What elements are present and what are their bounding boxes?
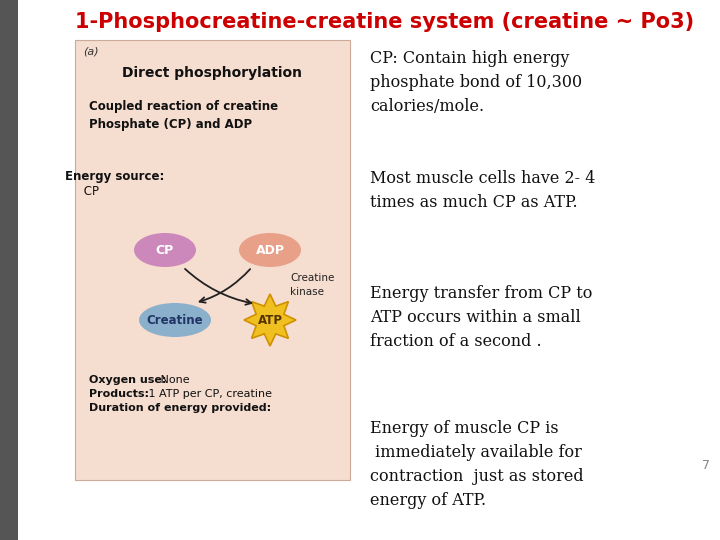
Text: None: None <box>157 375 189 385</box>
Text: 7: 7 <box>702 459 710 472</box>
Text: Creatine: Creatine <box>147 314 203 327</box>
Ellipse shape <box>134 233 196 267</box>
Text: Energy source:: Energy source: <box>65 170 164 183</box>
Polygon shape <box>0 0 32 540</box>
Ellipse shape <box>239 233 301 267</box>
Text: CP: CP <box>156 244 174 256</box>
Text: Duration of energy provided:: Duration of energy provided: <box>89 403 271 413</box>
Text: Coupled reaction of creatine
Phosphate (CP) and ADP: Coupled reaction of creatine Phosphate (… <box>89 100 278 131</box>
Polygon shape <box>0 0 18 540</box>
Polygon shape <box>0 0 65 540</box>
Text: Direct phosphorylation: Direct phosphorylation <box>122 66 302 80</box>
Text: Energy of muscle CP is
 immediately available for
contraction  just as stored
en: Energy of muscle CP is immediately avail… <box>370 420 584 509</box>
Text: (a): (a) <box>83 46 99 56</box>
Ellipse shape <box>139 303 211 337</box>
Polygon shape <box>244 294 296 346</box>
Text: Energy transfer from CP to
ATP occurs within a small
fraction of a second .: Energy transfer from CP to ATP occurs wi… <box>370 285 593 350</box>
Text: ATP: ATP <box>258 314 282 327</box>
Text: 1-Phosphocreatine-creatine system (creatine ~ Po3): 1-Phosphocreatine-creatine system (creat… <box>75 12 694 32</box>
Text: CP: CP <box>65 185 99 198</box>
Bar <box>75 40 350 480</box>
Text: CP: Contain high energy
phosphate bond of 10,300
calories/mole.: CP: Contain high energy phosphate bond o… <box>370 50 582 116</box>
Text: 1 ATP per CP, creatine: 1 ATP per CP, creatine <box>145 389 272 399</box>
Text: Oxygen use:: Oxygen use: <box>89 375 166 385</box>
Text: Products:: Products: <box>89 389 149 399</box>
Text: Creatine
kinase: Creatine kinase <box>290 273 334 296</box>
Text: Most muscle cells have 2- 4
times as much CP as ATP.: Most muscle cells have 2- 4 times as muc… <box>370 170 595 211</box>
Text: ADP: ADP <box>256 244 284 256</box>
